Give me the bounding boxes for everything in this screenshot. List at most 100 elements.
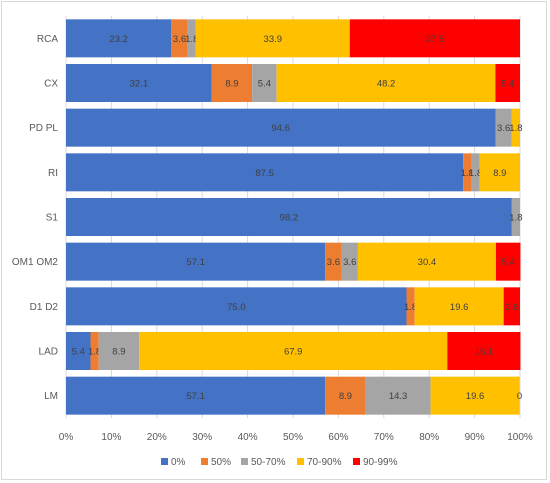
data-label-cx-90-99: 5.4 <box>501 79 514 90</box>
bar-s1-50-70 <box>511 198 520 236</box>
bar-pd-pl-50-70 <box>495 108 512 147</box>
data-label-om1-om2-50: 3.6 <box>327 257 340 268</box>
data-label-lad-70-90: 67.9 <box>284 347 303 358</box>
bar-cx-50-70 <box>252 64 277 102</box>
bar-rca-0 <box>66 19 172 58</box>
bar-rca-70-90 <box>195 19 350 58</box>
data-label-pd-pl-0: 94.6 <box>271 123 290 134</box>
data-label-lad-50: 1.8 <box>88 347 101 358</box>
bar-rca-50 <box>171 19 188 58</box>
bar-lad-50 <box>90 332 99 370</box>
x-tick-label: 70% <box>374 432 394 443</box>
bar-d1-d2-50 <box>406 287 415 326</box>
data-label-lad-50-70: 8.9 <box>112 347 125 358</box>
data-label-pd-pl-70-90: 1.8 <box>509 123 522 134</box>
data-label-lm-0: 57.1 <box>186 391 205 402</box>
data-label-om1-om2-70-90: 30.4 <box>418 257 437 268</box>
bar-lad-50-70 <box>98 332 140 370</box>
legend-label-50: 50% <box>211 457 231 468</box>
data-label-d1-d2-70-90: 19.6 <box>450 302 469 313</box>
category-label-lad: LAD <box>39 347 58 358</box>
category-label-lm: LM <box>44 391 58 402</box>
x-tick-label: 50% <box>283 432 303 443</box>
x-tick-label: 90% <box>465 432 485 443</box>
data-label-lad-0: 5.4 <box>72 347 85 358</box>
data-label-ri-70-90: 8.9 <box>493 168 506 179</box>
bar-s1-0 <box>66 198 512 236</box>
data-label-ri-0: 87.5 <box>255 168 274 179</box>
bar-ri-0 <box>66 153 464 192</box>
data-label-lad-90-99: 16.1 <box>475 347 494 358</box>
bar-om1-om2-0 <box>66 242 326 281</box>
bar-lm-50 <box>325 376 366 415</box>
bar-d1-d2-90-99 <box>503 287 520 326</box>
category-label-s1: S1 <box>46 213 59 224</box>
bar-lad-70-90 <box>139 332 448 370</box>
bar-ri-50 <box>463 153 472 192</box>
legend-label-90-99: 90-99% <box>363 457 398 468</box>
data-label-ri-50: 1.8 <box>461 168 474 179</box>
bar-d1-d2-70-90 <box>414 287 504 326</box>
data-label-rca-50: 3.6 <box>173 34 186 45</box>
bar-om1-om2-50 <box>325 242 342 281</box>
bar-pd-pl-0 <box>66 108 496 147</box>
bar-d1-d2-0 <box>66 287 407 326</box>
x-tick-label: 60% <box>328 432 348 443</box>
bar-ri-70-90 <box>479 153 520 192</box>
bar-pd-pl-70-90 <box>511 108 520 147</box>
data-label-rca-70-90: 33.9 <box>264 34 283 45</box>
bar-om1-om2-90-99 <box>495 242 521 281</box>
data-label-om1-om2-50-70: 3.6 <box>343 257 356 268</box>
data-label-cx-0: 32.1 <box>130 79 149 90</box>
bar-cx-70-90 <box>276 64 496 102</box>
data-label-s1-0: 98.2 <box>280 213 299 224</box>
data-label-om1-om2-0: 57.1 <box>186 257 205 268</box>
data-label-pd-pl-50-70: 3.6 <box>497 123 510 134</box>
legend-swatch-50 <box>201 458 208 465</box>
data-label-d1-d2-0: 75.0 <box>227 302 246 313</box>
bar-lad-0 <box>66 332 91 370</box>
data-label-d1-d2-90-99: 3.6 <box>505 302 518 313</box>
x-tick-label: 0% <box>59 432 74 443</box>
data-label-rca-50-70: 1.8 <box>185 34 198 45</box>
data-label-rca-90-99: 37.5 <box>426 34 445 45</box>
data-label-cx-50-70: 5.4 <box>258 79 271 90</box>
bar-om1-om2-50-70 <box>341 242 358 281</box>
bar-rca-90-99 <box>349 19 520 58</box>
bar-lm-0 <box>66 376 326 415</box>
bar-cx-90-99 <box>495 64 520 102</box>
x-tick-label: 80% <box>419 432 439 443</box>
legend-swatch-50-70 <box>241 458 248 465</box>
bar-om1-om2-70-90 <box>357 242 496 281</box>
category-label-om1-om2: OM1 OM2 <box>12 257 59 268</box>
bar-lm-50-70 <box>365 376 431 415</box>
category-label-d1-d2: D1 D2 <box>30 302 59 313</box>
data-label-rca-0: 23.2 <box>109 34 128 45</box>
data-label-lm-50-70: 14.3 <box>389 391 408 402</box>
data-label-s1-50-70: 1.8 <box>509 213 522 224</box>
bar-lm-70-90 <box>430 376 520 415</box>
legend-label-0: 0% <box>171 457 186 468</box>
legend-label-50-70: 50-70% <box>251 457 286 468</box>
legend-label-70-90: 70-90% <box>307 457 342 468</box>
data-label-om1-om2-90-99: 5.4 <box>502 257 515 268</box>
category-label-pd-pl: PD PL <box>29 123 58 134</box>
category-label-cx: CX <box>44 79 58 90</box>
legend-swatch-0 <box>161 458 168 465</box>
category-label-rca: RCA <box>37 34 58 45</box>
bar-cx-0 <box>66 64 212 102</box>
data-label-cx-70-90: 48.2 <box>377 79 396 90</box>
bar-lad-90-99 <box>447 332 521 370</box>
x-tick-label: 100% <box>507 432 533 443</box>
data-label-ri-50-70: 1.8 <box>469 168 482 179</box>
category-label-ri: RI <box>48 168 58 179</box>
legend-swatch-90-99 <box>353 458 360 465</box>
data-label-d1-d2-50: 1.8 <box>404 302 417 313</box>
legend-swatch-70-90 <box>297 458 304 465</box>
x-tick-label: 10% <box>101 432 121 443</box>
data-label-lm-50: 8.9 <box>339 391 352 402</box>
bar-ri-50-70 <box>471 153 480 192</box>
x-tick-label: 30% <box>192 432 212 443</box>
bar-rca-50-70 <box>187 19 196 58</box>
